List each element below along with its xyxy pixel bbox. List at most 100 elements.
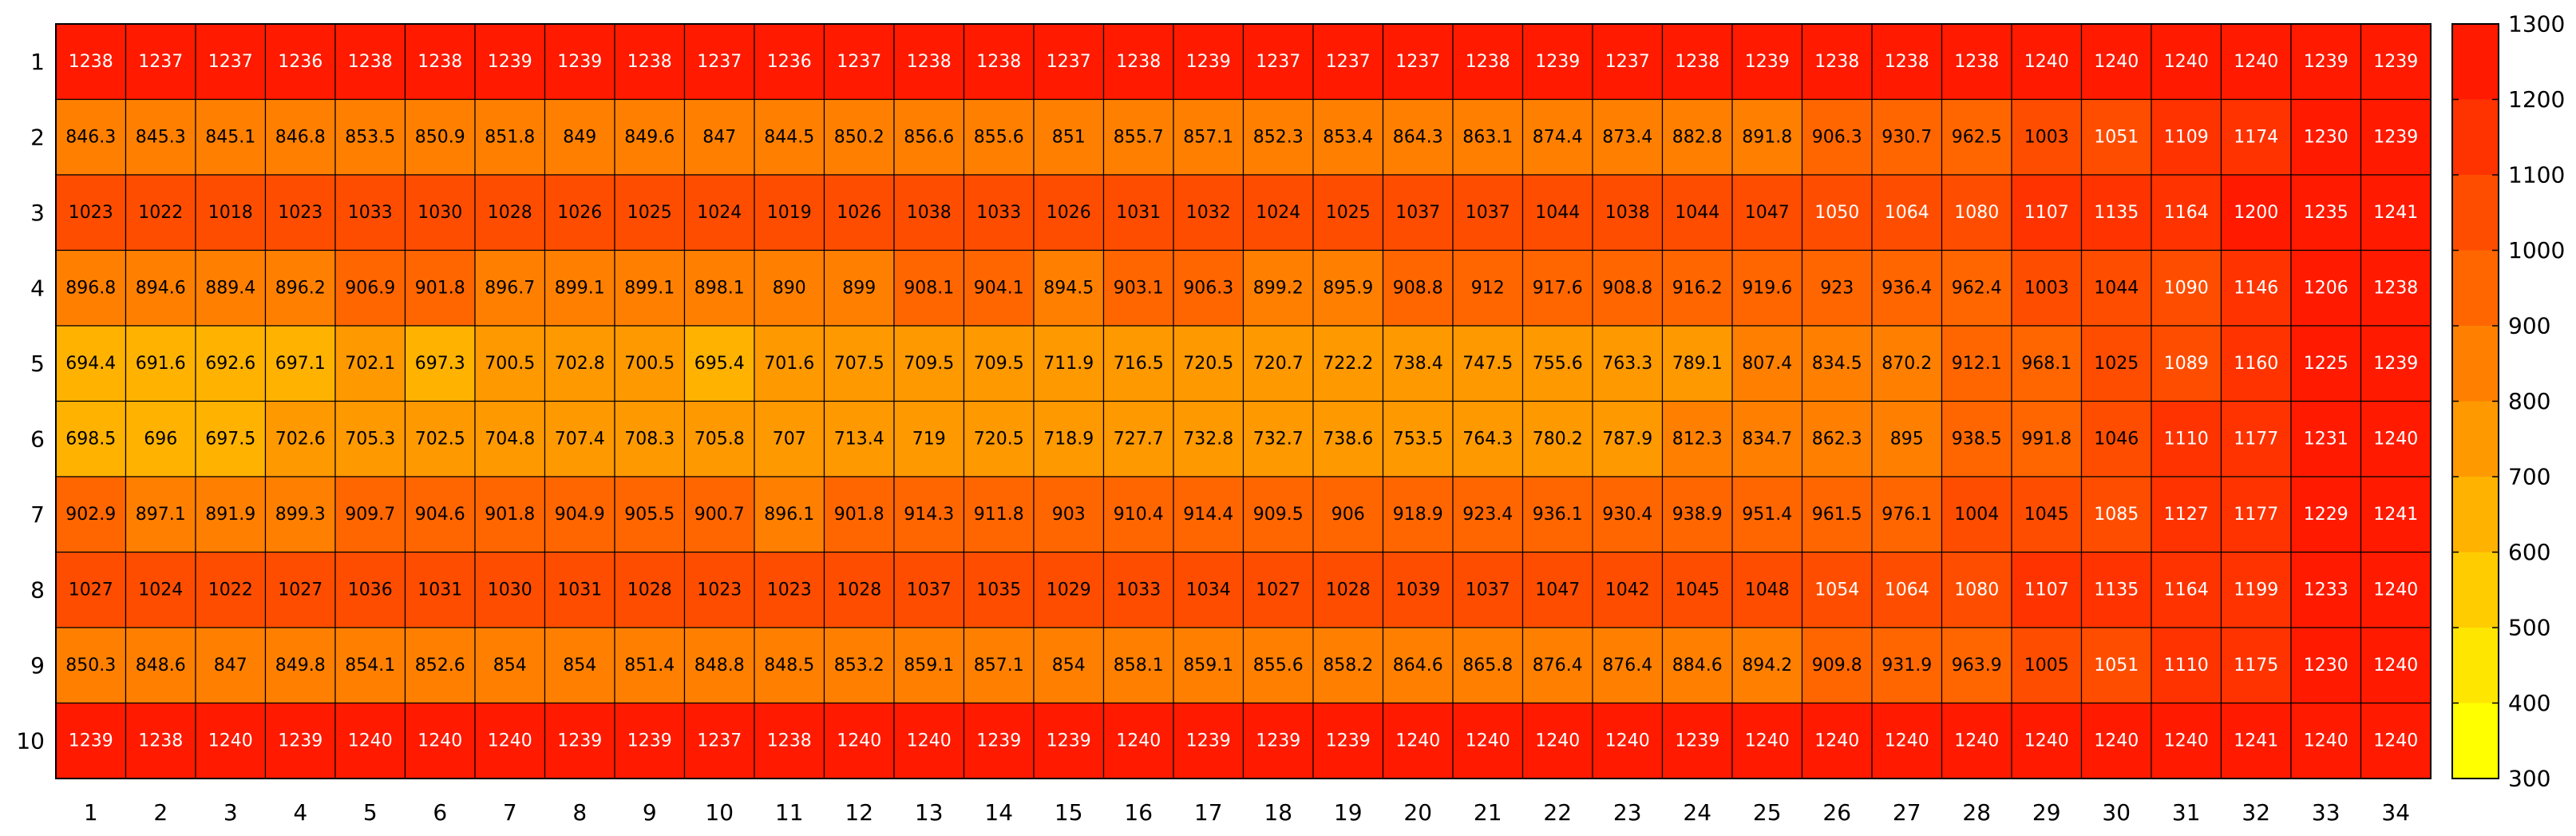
cell-value-label: 1036: [348, 580, 393, 600]
colorbar-tick-label: 800: [2508, 388, 2550, 414]
heatmap-cell: [2151, 627, 2222, 704]
cell-value-label: 1019: [767, 203, 812, 223]
heatmap-cell: [1731, 23, 1803, 101]
heatmap-cell: [1661, 702, 1733, 779]
cell-value-label: 1028: [627, 580, 672, 600]
cell-value-label: 1238: [2373, 278, 2418, 298]
cell-value-label: 1239: [2304, 52, 2348, 72]
cell-value-label: 1240: [2164, 731, 2209, 751]
heatmap-cell: [1312, 627, 1384, 704]
cell-value-label: 882.8: [1672, 127, 1723, 147]
heatmap-cell: [1592, 476, 1664, 553]
cell-value-label: 1230: [2304, 127, 2348, 147]
cell-value-label: 938.9: [1672, 505, 1723, 525]
heatmap-cell: [963, 98, 1035, 176]
x-tick-label: 26: [1822, 799, 1851, 826]
heatmap-cell: [1312, 476, 1384, 553]
cell-value-label: 1174: [2234, 127, 2278, 147]
cell-value-label: 1109: [2164, 127, 2209, 147]
heatmap-cell: [2080, 627, 2152, 704]
cell-value-label: 894.6: [136, 278, 186, 298]
cell-value-label: 909.5: [1253, 505, 1304, 525]
cell-value-label: 1026: [1047, 203, 1091, 223]
cell-value-label: 1239: [1047, 731, 1091, 751]
heatmap-cell: [893, 400, 965, 477]
heatmap-cell: [2080, 325, 2152, 402]
x-tick-label: 11: [775, 799, 804, 826]
heatmap-cell: [1312, 551, 1384, 628]
heatmap-cell: [544, 98, 615, 176]
x-tick-label: 6: [433, 799, 447, 826]
x-tick-label: 17: [1194, 799, 1223, 826]
cell-value-label: 891.8: [1742, 127, 1792, 147]
cell-value-label: 873.4: [1602, 127, 1652, 147]
cell-value-label: 1045: [2024, 505, 2069, 525]
heatmap-cell: [1173, 627, 1244, 704]
cell-value-label: 1033: [348, 203, 393, 223]
heatmap-cell: [893, 325, 965, 402]
heatmap-cell: [544, 551, 615, 628]
cell-value-label: 834.5: [1812, 354, 1862, 374]
heatmap-cell: [2360, 174, 2432, 252]
heatmap-cell: [754, 400, 825, 477]
heatmap-cell: [2080, 551, 2152, 628]
heatmap-cell: [893, 476, 965, 553]
cell-value-label: 961.5: [1812, 505, 1862, 525]
cell-value-label: 930.4: [1602, 505, 1652, 525]
cell-value-label: 1241: [2234, 731, 2278, 751]
cell-value-label: 1005: [2024, 656, 2069, 676]
heatmap-cell: [1382, 551, 1454, 628]
heatmap-cell: [1312, 23, 1384, 101]
cell-value-label: 1206: [2304, 278, 2348, 298]
heatmap-cell: [1382, 98, 1454, 176]
colorbar-tick-label: 500: [2508, 615, 2550, 641]
heatmap-cell: [404, 551, 476, 628]
cell-value-label: 848.5: [764, 656, 814, 676]
colorbar-segment: [2452, 24, 2499, 100]
cell-value-label: 914.4: [1183, 505, 1233, 525]
heatmap-cell: [1173, 98, 1244, 176]
cell-value-label: 962.5: [1952, 127, 2002, 147]
heatmap-cell: [1312, 98, 1384, 176]
cell-value-label: 899.1: [555, 278, 605, 298]
heatmap-cell: [1312, 249, 1384, 327]
heatmap-cell: [1661, 174, 1733, 252]
heatmap-cell: [1801, 476, 1873, 553]
heatmap-cell: [2080, 702, 2152, 779]
heatmap-cell: [1941, 551, 2012, 628]
heatmap-cell: [2151, 174, 2222, 252]
cell-value-label: 865.8: [1462, 656, 1513, 676]
cell-value-label: 1239: [557, 731, 602, 751]
colorbar-segment: [2452, 703, 2499, 779]
cell-value-label: 1032: [1186, 203, 1231, 223]
cell-value-label: 853.4: [1323, 127, 1373, 147]
x-tick-label: 15: [1055, 799, 1083, 826]
cell-value-label: 708.3: [624, 429, 675, 449]
cell-value-label: 1239: [1256, 731, 1300, 751]
heatmap-cell: [474, 400, 546, 477]
cell-value-label: 890: [773, 278, 806, 298]
cell-value-label: 812.3: [1672, 429, 1723, 449]
colorbar-segment: [2452, 552, 2499, 628]
heatmap-cell: [1382, 23, 1454, 101]
cell-value-label: 1240: [1466, 731, 1510, 751]
cell-value-label: 1238: [1466, 52, 1510, 72]
heatmap-cell: [963, 325, 1035, 402]
cell-value-label: 1240: [837, 731, 881, 751]
cell-value-label: 908.8: [1602, 278, 1652, 298]
heatmap-cell: [2151, 476, 2222, 553]
heatmap-cell: [1731, 325, 1803, 402]
heatmap-cell: [1521, 476, 1593, 553]
x-tick-label: 18: [1264, 799, 1292, 826]
heatmap-cell: [2360, 98, 2432, 176]
heatmap-cell: [2011, 23, 2083, 101]
cell-value-label: 1025: [627, 203, 672, 223]
heatmap-cell: [614, 98, 686, 176]
heatmap-cell: [2080, 476, 2152, 553]
cell-value-label: 722.2: [1323, 354, 1373, 374]
heatmap-cell: [1521, 249, 1593, 327]
cell-value-label: 1047: [1745, 203, 1790, 223]
heatmap-cell: [1521, 98, 1593, 176]
cell-value-label: 695.4: [694, 354, 745, 374]
heatmap-cell: [614, 174, 686, 252]
